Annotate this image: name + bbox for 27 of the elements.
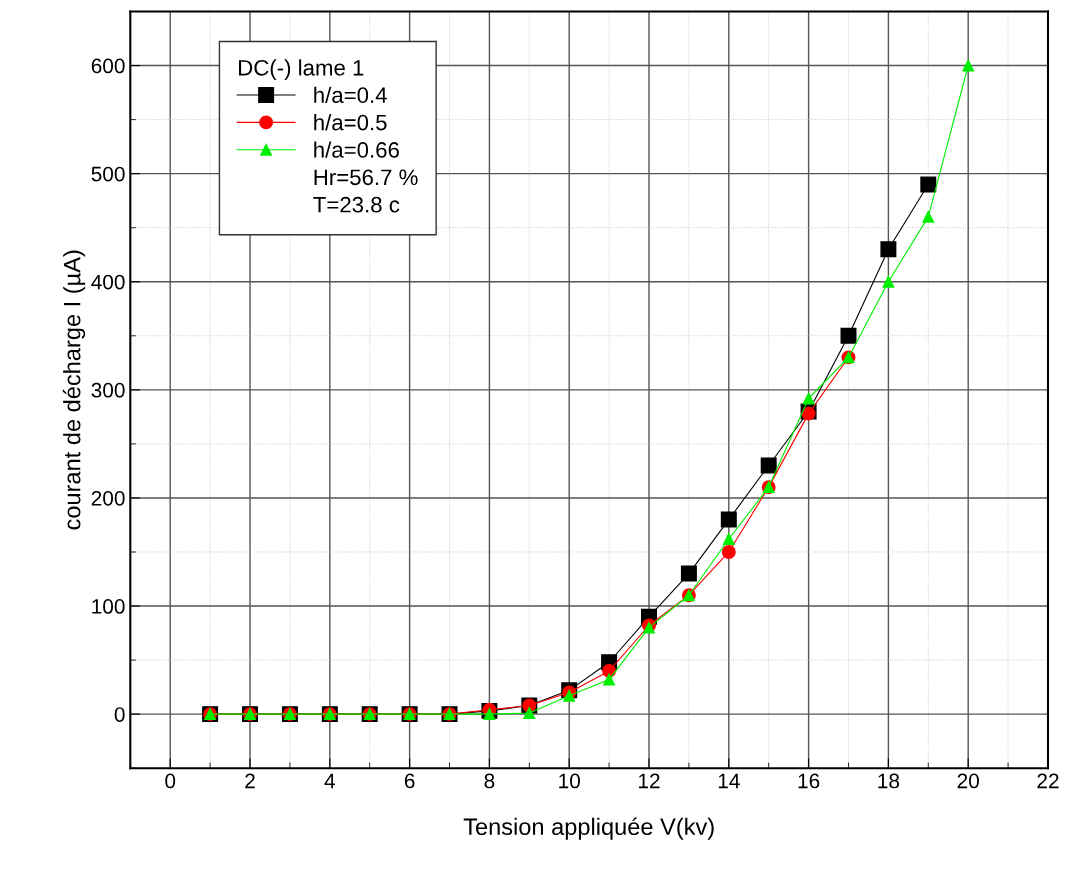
x-tick-label: 8: [484, 773, 495, 789]
x-tick-label: 2: [245, 773, 255, 789]
legend-label: h/a=0.4: [314, 86, 387, 104]
legend-label: h/a=0.66: [314, 141, 399, 158]
x-tick-label: 12: [639, 773, 660, 789]
y-tick-label: 600: [91, 58, 125, 74]
x-tick-label: 6: [404, 773, 415, 789]
legend-label: h/a=0.5: [314, 114, 387, 131]
x-tick-label: 16: [798, 773, 820, 789]
y-tick-label: 0: [114, 707, 125, 722]
y-tick-label: 300: [91, 382, 125, 398]
annotation: T=23.8 c: [313, 196, 400, 213]
y-tick-label: 200: [91, 490, 125, 506]
x-tick-label: 20: [957, 773, 979, 789]
y-tick-label: 500: [91, 166, 125, 182]
y-tick-label: 100: [92, 599, 125, 614]
annotation: Hr=56.7 %: [314, 169, 418, 186]
legend-title: DC(-) lame 1: [239, 59, 364, 81]
y-tick-label: 400: [91, 274, 125, 290]
y-axis-title: courant de décharge I (µA): [62, 250, 86, 530]
x-tick-label: 0: [165, 773, 176, 789]
x-axis-title: Tension appliquée V(kv): [463, 817, 714, 840]
x-tick-label: 4: [324, 773, 335, 789]
x-tick-label: 10: [559, 773, 580, 789]
x-tick-label: 22: [1037, 773, 1059, 789]
x-tick-label: 18: [878, 773, 900, 789]
x-tick-label: 14: [718, 773, 740, 789]
